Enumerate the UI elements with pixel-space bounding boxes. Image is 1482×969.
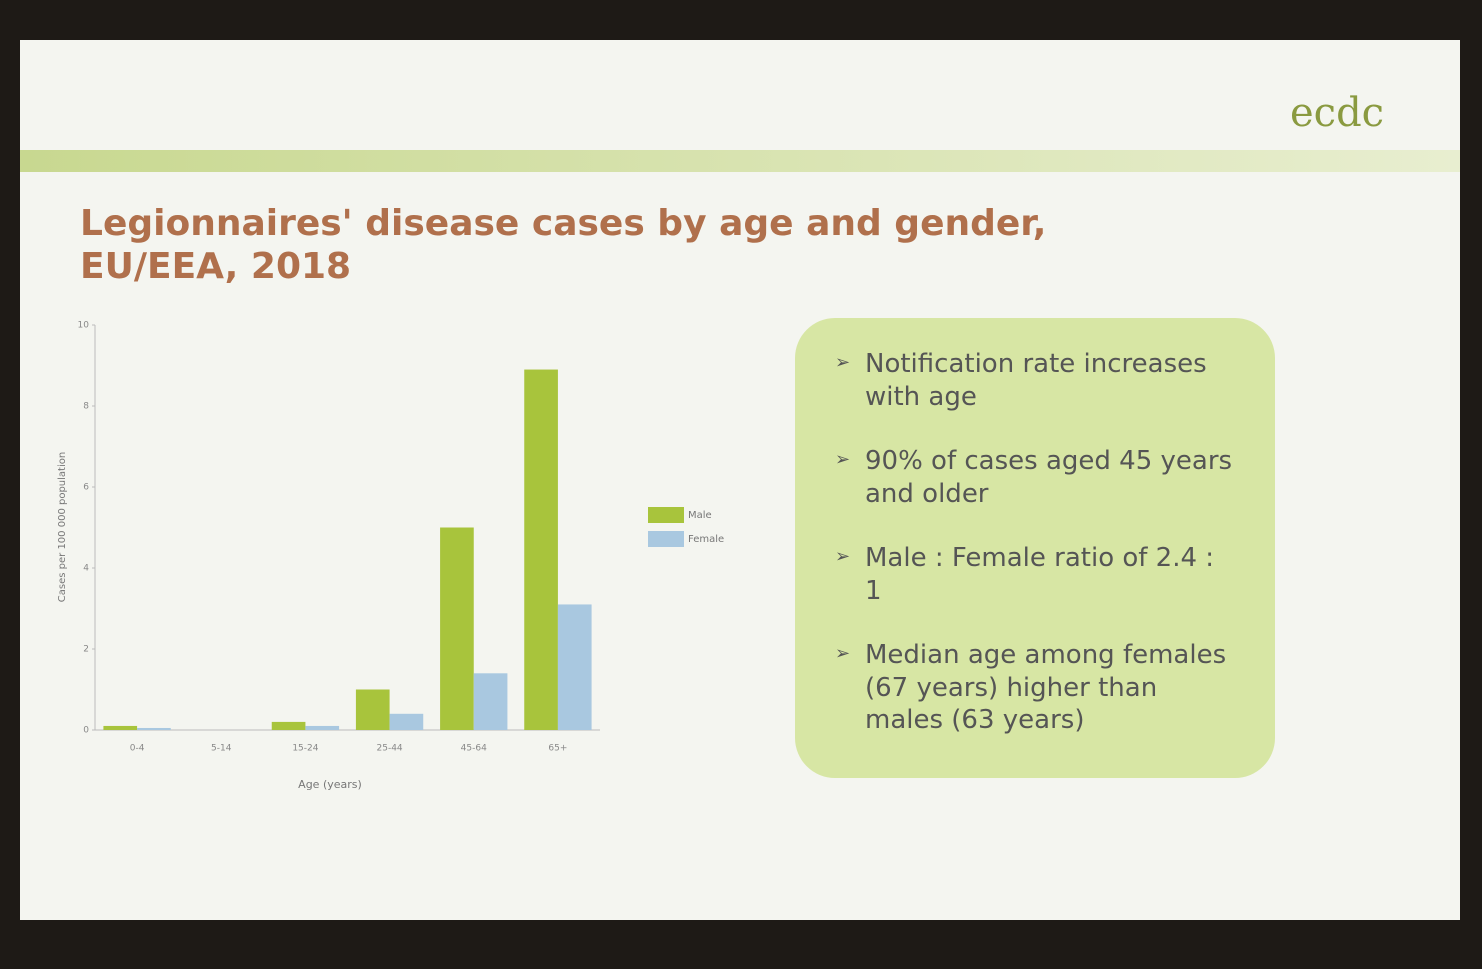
y-tick-label: 2 [83, 645, 89, 655]
y-tick-label: 8 [83, 402, 89, 412]
bar [474, 673, 508, 730]
bar [137, 728, 171, 730]
y-tick-label: 4 [83, 564, 89, 574]
bar [440, 528, 474, 731]
bar [524, 370, 558, 730]
x-tick-label: 65+ [548, 744, 567, 754]
legend-label: Female [688, 534, 724, 545]
bar [103, 726, 137, 730]
x-tick-label: 45-64 [461, 744, 487, 754]
x-tick-label: 0-4 [130, 744, 145, 754]
x-tick-label: 25-44 [377, 744, 403, 754]
x-tick-label: 15-24 [292, 744, 318, 754]
chart-title: Legionnaires' disease cases by age and g… [80, 203, 1046, 244]
notes-box: Notification rate increases with age 90% … [795, 318, 1275, 778]
bar [305, 726, 339, 730]
bar [558, 604, 592, 730]
legend-swatch [648, 507, 684, 523]
y-tick-label: 6 [83, 483, 89, 493]
note: Median age among females (67 years) high… [865, 639, 1235, 737]
note: 90% of cases aged 45 years and older [865, 445, 1235, 510]
legend-label: Male [688, 510, 712, 521]
page: ecdc Legionnaires' disease cases by age … [0, 0, 1482, 969]
bar [390, 714, 424, 730]
bar [272, 722, 306, 730]
y-axis-label: Cases per 100 000 population [57, 452, 68, 602]
note: Male : Female ratio of 2.4 : 1 [865, 542, 1235, 607]
chart-title: EU/EEA, 2018 [80, 246, 351, 287]
bar [356, 690, 390, 731]
y-tick-label: 10 [78, 321, 90, 331]
y-tick-label: 0 [83, 726, 89, 736]
x-axis-label: Age (years) [298, 778, 362, 791]
x-tick-label: 5-14 [211, 744, 232, 754]
legend-swatch [648, 531, 684, 547]
note: Notification rate increases with age [865, 348, 1235, 413]
